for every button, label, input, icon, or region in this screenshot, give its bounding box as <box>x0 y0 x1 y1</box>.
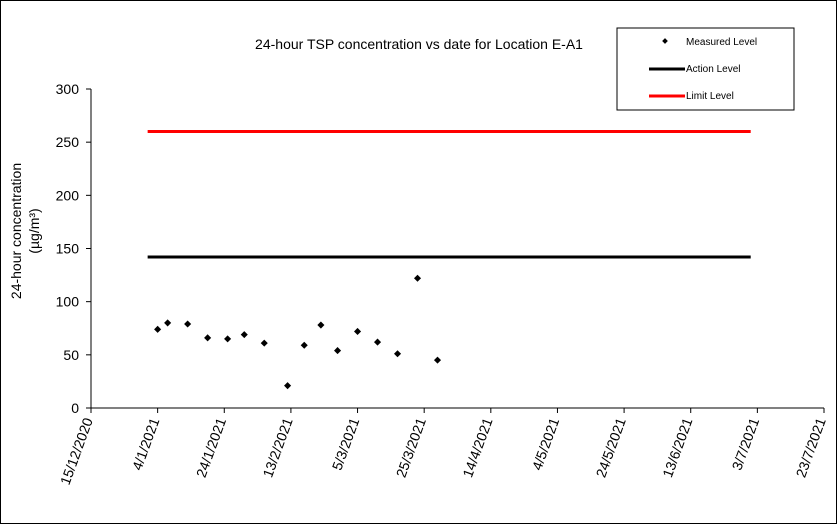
y-tick-label: 0 <box>71 400 79 416</box>
y-tick-label: 250 <box>56 134 80 150</box>
data-point <box>433 356 442 364</box>
data-point <box>413 274 422 282</box>
chart-title: 24-hour TSP concentration vs date for Lo… <box>255 36 583 52</box>
data-point <box>393 350 402 358</box>
x-tick-label: 24/5/2021 <box>593 415 629 479</box>
x-tick-label: 13/6/2021 <box>659 415 695 479</box>
legend-marker-measured <box>662 38 668 44</box>
x-tick-label: 4/5/2021 <box>529 415 563 472</box>
data-point <box>260 339 268 347</box>
data-point <box>354 327 362 335</box>
data-point <box>317 321 325 329</box>
x-tick-label: 13/2/2021 <box>259 415 295 479</box>
data-point <box>334 347 342 355</box>
plot-area: 0 50 100 150 200 250 300 15/12/2020 4/1/2021 24/1… <box>56 81 829 487</box>
y-tick-label: 150 <box>56 241 80 257</box>
data-point <box>374 338 382 346</box>
y-tick-label: 200 <box>56 187 80 203</box>
data-point <box>300 341 308 349</box>
data-point <box>164 319 172 327</box>
data-point <box>240 331 248 339</box>
data-point <box>284 382 292 390</box>
y-tick-label: 100 <box>56 294 80 310</box>
x-tick-label: 24/1/2021 <box>193 415 229 479</box>
data-point <box>224 335 232 343</box>
x-tick-label: 3/7/2021 <box>729 415 763 472</box>
data-point <box>184 320 192 328</box>
y-tick-label: 300 <box>56 81 80 97</box>
legend-box <box>616 27 795 111</box>
legend: Measured Level Action Level Limit Level <box>616 27 795 111</box>
legend-label-action: Action Level <box>686 64 740 75</box>
x-tick-label: 23/7/2021 <box>792 415 828 479</box>
y-axis-label-line2: (µg/m³) <box>26 208 42 253</box>
legend-label-measured: Measured Level <box>686 37 757 48</box>
y-tick-label: 50 <box>63 347 79 363</box>
y-axis-label-line1: 24-hour concentration <box>8 163 24 299</box>
legend-label-limit: Limit Level <box>686 91 734 102</box>
x-tick-label: 5/3/2021 <box>329 415 363 472</box>
x-tick-label: 4/1/2021 <box>129 415 163 472</box>
x-tick-label: 25/3/2021 <box>393 415 429 479</box>
data-point <box>154 325 162 333</box>
data-point <box>204 334 212 342</box>
x-tick-label: 15/12/2020 <box>57 415 96 487</box>
x-tick-label: 14/4/2021 <box>459 415 495 479</box>
